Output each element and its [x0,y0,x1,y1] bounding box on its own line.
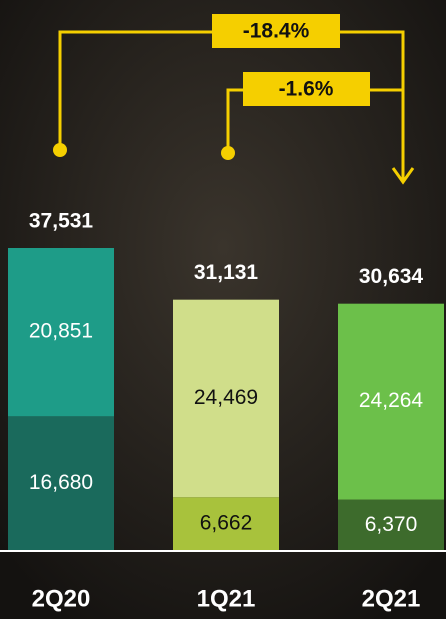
bar-segment [338,303,444,500]
annotation-box [243,72,370,106]
value-label: 24,469 [194,386,258,409]
arrow-dot [221,146,235,160]
x-tick-label: 1Q21 [197,585,256,612]
annotation-box [212,14,340,48]
value-label: 16,680 [29,471,93,494]
total-label: 30,634 [359,265,424,288]
value-label: 24,264 [359,389,424,412]
bar-segment [8,248,114,417]
value-label: 20,851 [29,320,93,343]
arrow-head [391,167,415,185]
annotation: -18.4% [243,20,310,43]
bar-segment [338,499,444,551]
total-label: 31,131 [194,261,259,284]
bar-segment [8,416,114,551]
bar-segment [173,299,279,498]
total-label: 37,531 [29,210,94,233]
x-tick-label: 2Q20 [32,585,91,612]
arrow-dot [53,143,67,157]
annotation: -1.6% [279,78,334,101]
bar-segment [173,497,279,551]
x-tick-label: 2Q21 [362,585,421,612]
value-label: 6,662 [200,512,253,535]
value-label: 6,370 [365,513,418,536]
